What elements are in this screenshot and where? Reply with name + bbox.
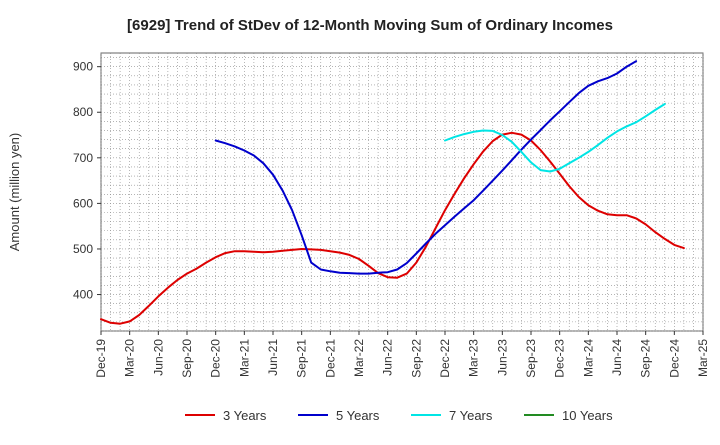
x-tick-label: Sep-24 xyxy=(639,339,653,378)
y-tick-label: 700 xyxy=(73,151,93,165)
legend: 3 Years 5 Years 7 Years 10 Years xyxy=(185,408,613,423)
series-group xyxy=(100,60,685,325)
x-tick-label: Jun-24 xyxy=(610,339,624,376)
x-tick-label: Jun-23 xyxy=(495,339,509,376)
x-tick-label: Sep-20 xyxy=(180,339,194,378)
y-tick-label: 800 xyxy=(73,105,93,119)
x-tick-label: Dec-21 xyxy=(323,339,337,378)
x-tick-label: Mar-24 xyxy=(581,339,595,377)
legend-label-3-years: 3 Years xyxy=(223,408,267,423)
y-axis-label: Amount (million yen) xyxy=(7,133,22,252)
series-line-5-years xyxy=(214,60,638,275)
x-tick-label: Dec-19 xyxy=(94,339,108,378)
x-tick-label: Dec-24 xyxy=(667,339,681,378)
x-tick-label: Mar-21 xyxy=(237,339,251,377)
x-tick-label: Jun-22 xyxy=(381,339,395,376)
series-line-7-years xyxy=(444,103,666,173)
x-tick-label: Jun-20 xyxy=(151,339,165,376)
x-tick-label: Jun-21 xyxy=(266,339,280,376)
chart-title: [6929] Trend of StDev of 12-Month Moving… xyxy=(127,17,613,34)
y-tick-label: 900 xyxy=(73,60,93,74)
legend-label-10-years: 10 Years xyxy=(562,408,613,423)
x-tick-label: Dec-23 xyxy=(553,339,567,378)
x-tick-label: Mar-23 xyxy=(467,339,481,377)
x-ticks: Dec-19 Mar-20 Jun-20 Sep-20 Dec-20 Mar-21 Jun-… xyxy=(94,331,710,378)
legend-label-5-years: 5 Years xyxy=(336,408,380,423)
y-tick-label: 600 xyxy=(73,196,93,210)
series-line-3-years xyxy=(100,131,685,325)
x-tick-label: Dec-20 xyxy=(209,339,223,378)
x-tick-label: Dec-22 xyxy=(438,339,452,378)
plot-area xyxy=(100,52,704,332)
x-tick-label: Sep-22 xyxy=(409,339,423,378)
x-tick-label: Mar-22 xyxy=(352,339,366,377)
x-tick-label: Mar-20 xyxy=(123,339,137,377)
y-ticks: 400 500 600 700 800 900 xyxy=(73,60,101,302)
x-tick-label: Sep-23 xyxy=(524,339,538,378)
y-tick-label: 400 xyxy=(73,288,93,302)
x-tick-label: Mar-25 xyxy=(696,339,710,377)
legend-label-7-years: 7 Years xyxy=(449,408,493,423)
y-tick-label: 500 xyxy=(73,242,93,256)
x-tick-label: Sep-21 xyxy=(295,339,309,378)
